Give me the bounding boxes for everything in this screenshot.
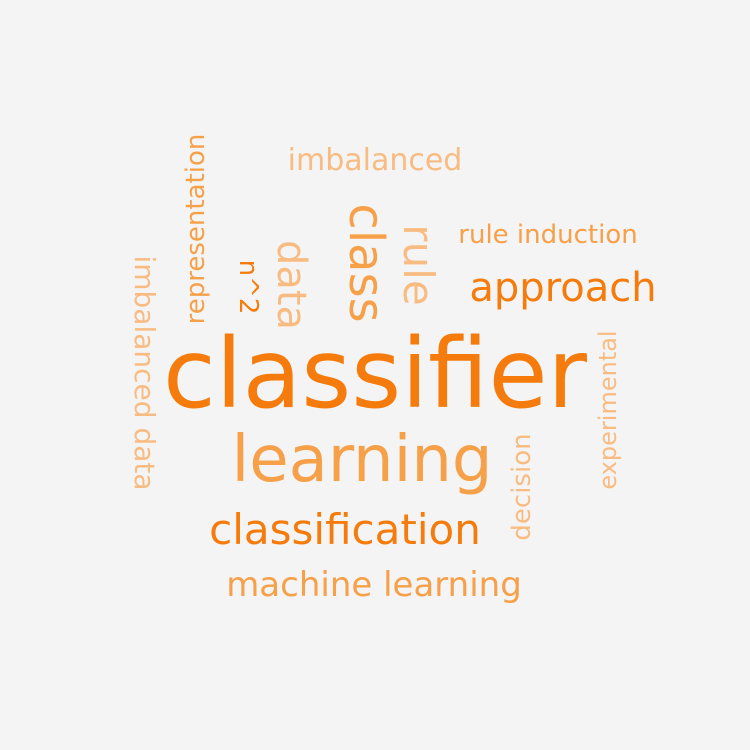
word-class: class <box>338 203 394 323</box>
word-decision: decision <box>507 433 537 541</box>
word-imbalanced-data: imbalanced data <box>128 255 161 491</box>
word-n2: n^2 <box>233 259 263 315</box>
word-classifier: classifier <box>163 318 587 430</box>
word-representation: representation <box>181 133 211 325</box>
word-rule-induction: rule induction <box>458 220 638 250</box>
word-data: data <box>268 239 314 331</box>
word-experimental: experimental <box>594 330 622 490</box>
word-rule: rule <box>394 224 443 306</box>
word-classification: classification <box>209 505 481 554</box>
word-imbalanced: imbalanced <box>287 143 463 178</box>
word-approach: approach <box>469 265 657 311</box>
word-learning: learning <box>231 423 493 497</box>
word-machine-learning: machine learning <box>226 565 522 605</box>
